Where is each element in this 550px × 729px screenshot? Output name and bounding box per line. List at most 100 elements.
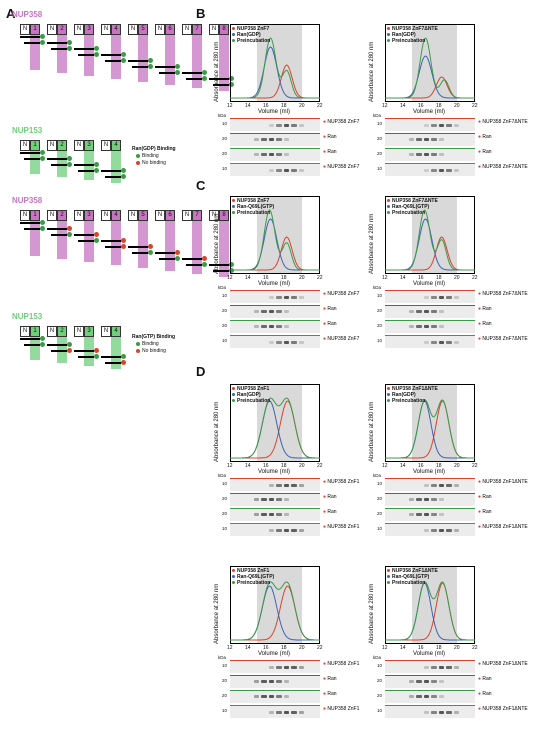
gel-band <box>283 124 289 127</box>
x-tick-label: 22 <box>472 645 478 651</box>
kda-marker: 20 <box>222 308 228 313</box>
legend-item: Ran-Q69L(GTP) <box>387 204 429 210</box>
gel-protein-name: NUP358 ZnF7ΔNTE <box>481 291 528 297</box>
gel-band <box>431 341 437 344</box>
gel-band <box>446 124 452 127</box>
nobinding-dot <box>67 226 72 231</box>
kda-label: kDa <box>373 655 382 660</box>
gel-band <box>453 341 459 344</box>
kda-marker: 10 <box>377 663 383 668</box>
nup358-gdp-znf-box: 6 <box>165 24 175 35</box>
x-tick-label: 16 <box>263 645 269 651</box>
gel-marker-icon: ● <box>478 306 482 312</box>
nup358-gtp-col <box>165 210 175 271</box>
gel-band <box>408 513 414 516</box>
series-line-green <box>230 397 320 459</box>
x-tick-label: 12 <box>227 275 233 281</box>
gel-protein-name: Ran <box>481 134 492 140</box>
kda-marker: 20 <box>222 496 228 501</box>
legend-label: Preincubation <box>237 38 271 44</box>
binding-dot <box>121 58 126 63</box>
gel-band <box>438 325 444 328</box>
gel-protein-label: ● Ran <box>323 135 337 140</box>
binding-dot <box>67 46 72 51</box>
nup358-gdp-znf-box: 7 <box>192 24 202 35</box>
plot-frame <box>385 384 475 462</box>
gel-band <box>438 169 444 172</box>
binding-dot <box>175 70 180 75</box>
gel-band <box>438 513 444 516</box>
gel-band <box>276 341 282 344</box>
x-tick-label: 12 <box>382 463 388 469</box>
kda-label: kDa <box>218 655 227 660</box>
gel-band <box>283 498 289 501</box>
sds-page-gel <box>230 661 320 673</box>
gel-band <box>276 666 282 669</box>
gel-band <box>253 513 259 516</box>
x-tick-label: 18 <box>436 103 442 109</box>
x-tick-label: 20 <box>299 103 305 109</box>
gel-band <box>298 666 304 669</box>
binding-dot <box>148 250 153 255</box>
panel-label-b: B <box>196 6 206 21</box>
nup153-gdp-znf-box: 2 <box>57 140 67 151</box>
x-tick-label: 22 <box>317 275 323 281</box>
kda-marker: 10 <box>377 338 383 343</box>
kda-label: kDa <box>218 113 227 118</box>
binding-legend-label: Binding <box>142 341 159 347</box>
gel-color-line <box>230 148 320 149</box>
legend-label: Ran-Q69L(GTP) <box>392 574 430 580</box>
x-tick-label: 16 <box>418 103 424 109</box>
nup153-gtp-construct <box>51 350 67 352</box>
gel-band <box>253 153 259 156</box>
gel-band <box>253 310 259 313</box>
panel-label-d: D <box>196 364 206 379</box>
x-tick-label: 20 <box>299 645 305 651</box>
legend-dot-icon <box>387 569 390 573</box>
nup358-gdp-n-box: N <box>47 24 57 35</box>
gel-band <box>276 529 282 532</box>
gel-color-line <box>385 163 475 164</box>
kda-label: kDa <box>373 113 382 118</box>
gel-protein-name: NUP358 ZnF7 <box>326 164 360 170</box>
gel-band <box>423 695 429 698</box>
gel-band <box>446 341 452 344</box>
gel-marker-icon: ● <box>323 149 327 155</box>
gel-protein-name: NUP358 ZnF7ΔNTE <box>481 119 528 125</box>
nup358-gdp-construct <box>74 48 94 50</box>
gel-band <box>268 124 274 127</box>
gel-band <box>291 124 297 127</box>
binding-dot-icon <box>136 341 140 346</box>
nobinding-dot <box>121 244 126 249</box>
legend-item: Ran(GDP) <box>232 32 261 38</box>
gel-band <box>416 325 422 328</box>
sds-page-gel <box>230 494 320 506</box>
gel-band <box>416 498 422 501</box>
gel-color-line <box>230 163 320 164</box>
gel-protein-label: ● NUP358 ZnF1 <box>323 662 359 667</box>
nup358-gdp-znf-box: 2 <box>57 24 67 35</box>
x-axis-label: Volume (ml) <box>413 281 446 287</box>
gel-marker-icon: ● <box>323 291 327 297</box>
gel-band <box>438 138 444 141</box>
x-axis-label: Volume (ml) <box>258 469 291 475</box>
legend-dot-icon <box>232 393 235 397</box>
gel-band <box>431 498 437 501</box>
x-tick-label: 18 <box>436 463 442 469</box>
gel-band <box>446 529 452 532</box>
sds-page-gel <box>230 291 320 303</box>
kda-marker: 20 <box>377 136 383 141</box>
gel-band <box>423 341 429 344</box>
nup358-gdp-n-box: N <box>101 24 111 35</box>
gel-color-line <box>230 523 320 524</box>
legend-item: Ran-Q69L(GTP) <box>232 204 274 210</box>
gel-color-line <box>385 335 475 336</box>
kda-marker: 10 <box>377 121 383 126</box>
legend-item: Preincubation <box>232 580 270 586</box>
sds-page-gel <box>385 479 475 491</box>
gel-color-line <box>385 290 475 291</box>
nup153-gdp-n-box: N <box>20 140 30 151</box>
binding-dot <box>67 40 72 45</box>
sds-page-gel <box>385 291 475 303</box>
legend-label: Ran(GDP) <box>392 392 416 398</box>
